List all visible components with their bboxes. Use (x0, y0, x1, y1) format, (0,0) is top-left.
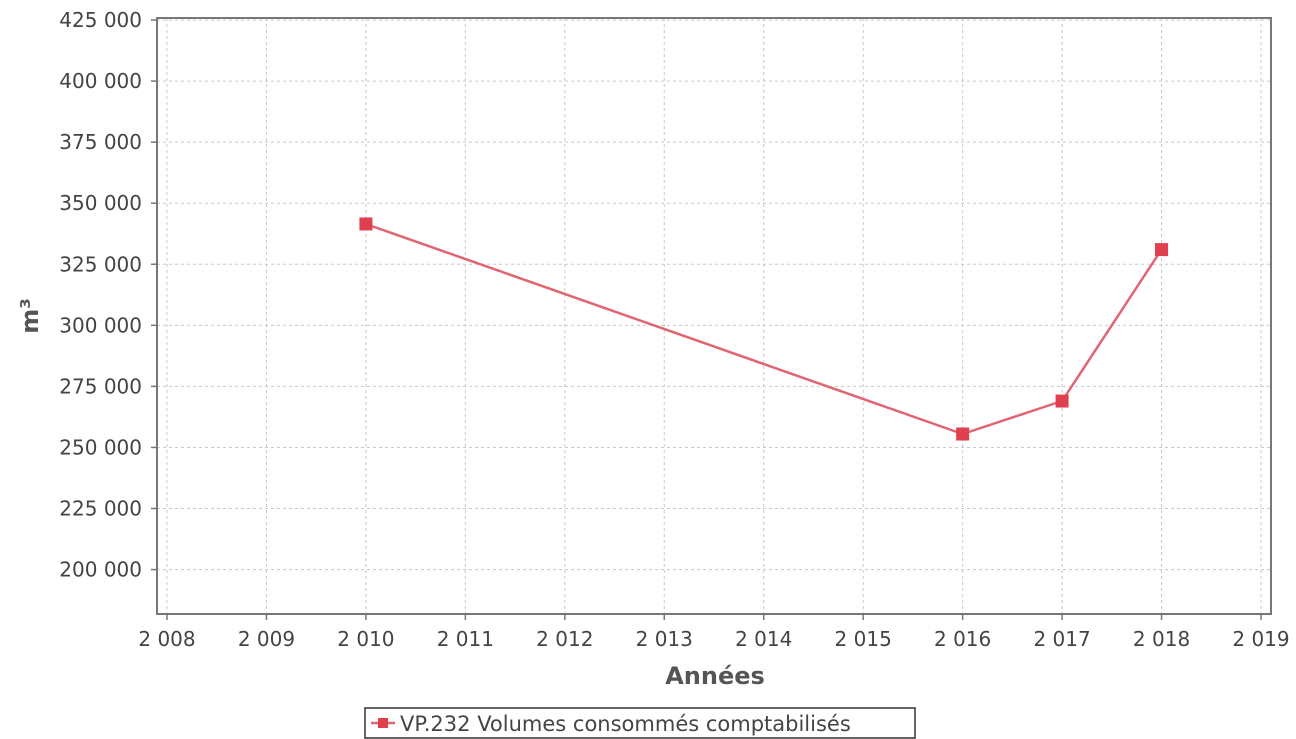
legend-marker-swatch (378, 718, 388, 728)
y-axis: 200 000 225 000 250 000 275 000 300 000 325 0… (59, 8, 157, 582)
x-tick-label: 2 015 (835, 627, 892, 651)
y-tick-label: 350 000 (59, 191, 142, 215)
x-tick-label: 2 017 (1033, 627, 1090, 651)
x-tick-label: 2 010 (337, 627, 394, 651)
legend-label: VP.232 Volumes consommés comptabilisés (400, 712, 851, 736)
y-tick-label: 225 000 (59, 497, 142, 521)
x-tick-label: 2 008 (138, 627, 195, 651)
x-tick-label: 2 012 (536, 627, 593, 651)
plot-frame (156, 17, 1272, 615)
x-axis: 2 008 2 009 2 010 2 011 2 012 2 013 2 014 2 015… (138, 614, 1290, 651)
legend: VP.232 Volumes consommés comptabilisés (364, 707, 916, 739)
series-line-layer (365, 222, 1163, 436)
y-tick-label: 325 000 (59, 252, 142, 276)
x-tick-label: 2 011 (437, 627, 494, 651)
y-tick-label: 275 000 (59, 374, 142, 398)
y-axis-title: m³ (16, 298, 44, 334)
series-marker-layer (359, 217, 1169, 441)
x-tick-label: 2 018 (1133, 627, 1190, 651)
y-tick-label: 300 000 (59, 313, 142, 337)
x-tick-label: 2 016 (934, 627, 991, 651)
data-point-marker (1055, 394, 1069, 408)
legend-box (364, 707, 916, 739)
data-point-marker (1155, 243, 1169, 257)
series-line (365, 222, 1163, 436)
data-point-marker (359, 217, 373, 231)
y-tick-label: 425 000 (59, 8, 142, 32)
x-tick-label: 2 014 (735, 627, 792, 651)
x-axis-title: Années (665, 662, 765, 690)
y-tick-label: 250 000 (59, 435, 142, 459)
plot-background (157, 18, 1271, 614)
x-tick-label: 2 019 (1232, 627, 1289, 651)
y-tick-label: 375 000 (59, 130, 142, 154)
x-tick-label: 2 013 (636, 627, 693, 651)
x-tick-label: 2 009 (238, 627, 295, 651)
y-tick-label: 200 000 (59, 558, 142, 582)
y-tick-label: 400 000 (59, 69, 142, 93)
data-point-marker (956, 427, 970, 441)
